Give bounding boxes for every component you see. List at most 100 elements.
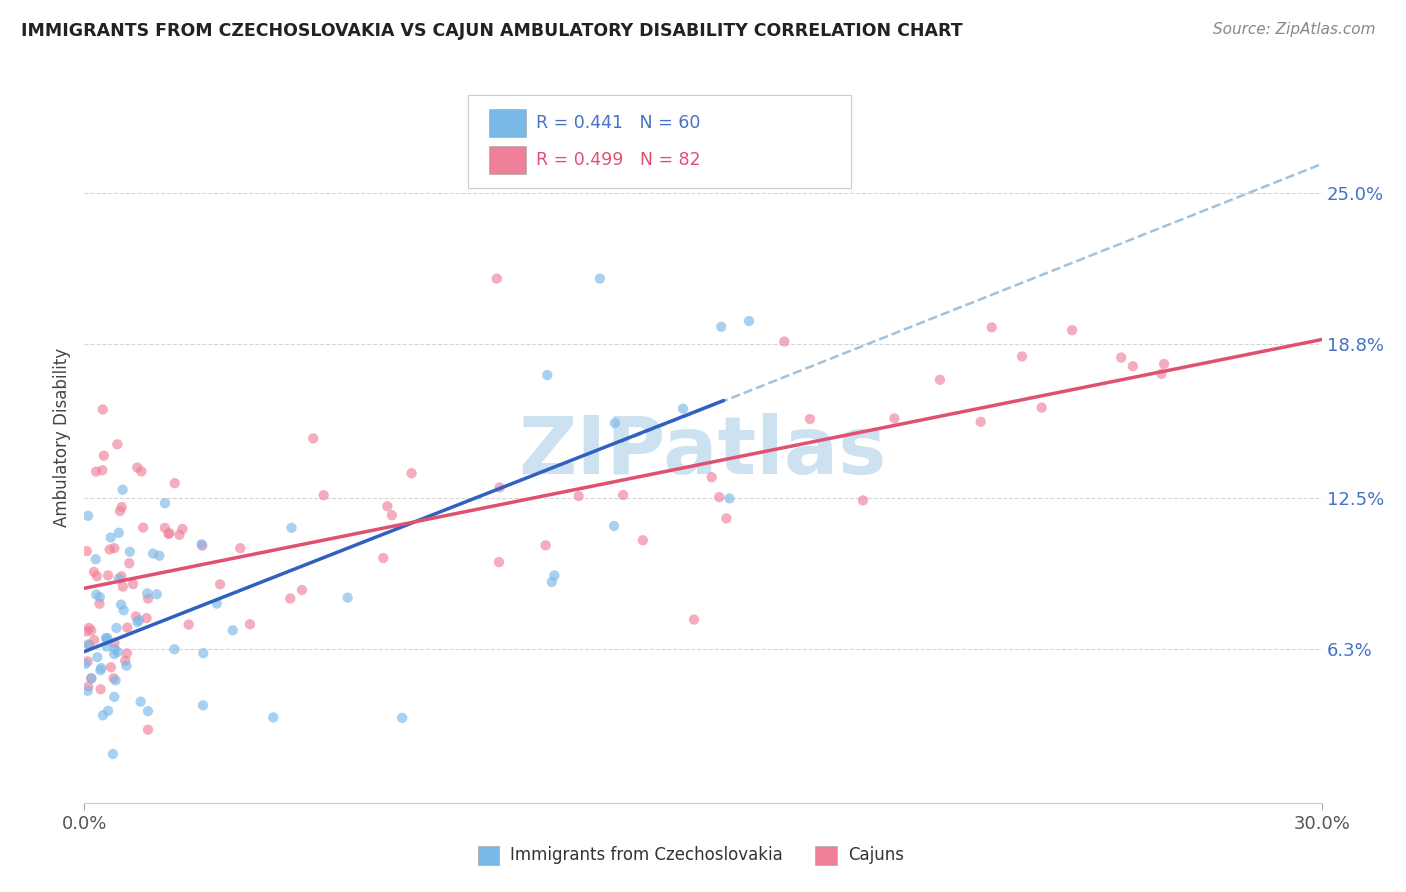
Point xyxy=(86,650,108,665)
Point xyxy=(80,624,103,638)
Point xyxy=(114,654,136,668)
Point xyxy=(132,520,155,534)
Point xyxy=(91,708,114,723)
Point xyxy=(107,572,129,586)
Point xyxy=(103,541,125,556)
Point xyxy=(77,621,100,635)
Point xyxy=(127,460,149,475)
Text: IMMIGRANTS FROM CZECHOSLOVAKIA VS CAJUN AMBULATORY DISABILITY CORRELATION CHART: IMMIGRANTS FROM CZECHOSLOVAKIA VS CAJUN … xyxy=(21,22,963,40)
Point xyxy=(118,544,141,558)
Point xyxy=(391,711,413,725)
Point xyxy=(84,552,107,566)
Point xyxy=(1150,367,1173,381)
Point xyxy=(103,636,125,650)
Point xyxy=(118,556,141,570)
Point xyxy=(90,682,112,697)
Point xyxy=(718,491,741,506)
FancyBboxPatch shape xyxy=(468,95,852,188)
Point xyxy=(76,544,98,558)
Point xyxy=(75,657,97,671)
Point xyxy=(86,569,108,583)
Point xyxy=(128,613,150,627)
Point xyxy=(603,416,626,430)
Point xyxy=(709,490,731,504)
Point xyxy=(135,611,157,625)
Point xyxy=(716,511,738,525)
Point xyxy=(84,588,107,602)
Point xyxy=(80,671,103,685)
Point xyxy=(488,480,510,494)
Point xyxy=(91,463,114,477)
Point xyxy=(96,633,118,648)
Point xyxy=(291,582,314,597)
Point xyxy=(111,580,134,594)
Point xyxy=(122,577,145,591)
Point xyxy=(96,631,118,645)
Point xyxy=(101,747,124,761)
Point xyxy=(108,504,131,518)
Point xyxy=(163,476,186,491)
Point xyxy=(103,690,125,704)
Point xyxy=(110,569,132,583)
Point xyxy=(76,624,98,639)
Point xyxy=(280,521,302,535)
Point xyxy=(127,615,149,629)
Point xyxy=(1122,359,1144,374)
Point xyxy=(373,551,395,566)
Point xyxy=(631,533,654,548)
Point xyxy=(104,642,127,657)
Point xyxy=(222,624,245,638)
Point xyxy=(84,465,107,479)
Text: Immigrants from Czechoslovakia: Immigrants from Czechoslovakia xyxy=(510,847,783,864)
Point xyxy=(970,415,993,429)
Point xyxy=(336,591,359,605)
Point xyxy=(169,528,191,542)
Point xyxy=(193,646,215,660)
Point xyxy=(1011,350,1033,364)
Point xyxy=(136,723,159,737)
Point xyxy=(1031,401,1053,415)
Point xyxy=(136,591,159,606)
Point xyxy=(163,642,186,657)
Text: Source: ZipAtlas.com: Source: ZipAtlas.com xyxy=(1212,22,1375,37)
Point xyxy=(485,271,508,285)
Point xyxy=(103,671,125,685)
Point xyxy=(107,645,129,659)
Point xyxy=(100,660,122,674)
Point xyxy=(929,373,952,387)
Bar xyxy=(489,146,526,174)
Point xyxy=(534,538,557,552)
Bar xyxy=(489,110,526,137)
Y-axis label: Ambulatory Disability: Ambulatory Disability xyxy=(53,348,72,526)
Point xyxy=(612,488,634,502)
Point xyxy=(77,508,100,523)
Point xyxy=(77,638,100,652)
Point xyxy=(209,577,232,591)
Point xyxy=(148,549,170,563)
Point xyxy=(190,537,212,551)
Point xyxy=(105,621,128,635)
Point xyxy=(76,654,98,668)
Point xyxy=(488,555,510,569)
Point xyxy=(97,568,120,582)
Point xyxy=(136,704,159,718)
Point xyxy=(603,519,626,533)
Point xyxy=(94,631,117,645)
Point xyxy=(93,449,115,463)
Point xyxy=(83,632,105,647)
Point xyxy=(312,488,335,502)
Bar xyxy=(478,846,499,865)
Point xyxy=(672,401,695,416)
Point xyxy=(125,609,148,624)
Point xyxy=(107,525,129,540)
Point xyxy=(90,661,112,675)
Point xyxy=(172,522,194,536)
Point xyxy=(111,500,134,514)
Point xyxy=(589,271,612,285)
Point xyxy=(381,508,404,523)
Point xyxy=(1060,323,1083,337)
Point xyxy=(401,467,423,481)
Point xyxy=(105,437,128,451)
Point xyxy=(136,586,159,600)
Point xyxy=(76,683,98,698)
